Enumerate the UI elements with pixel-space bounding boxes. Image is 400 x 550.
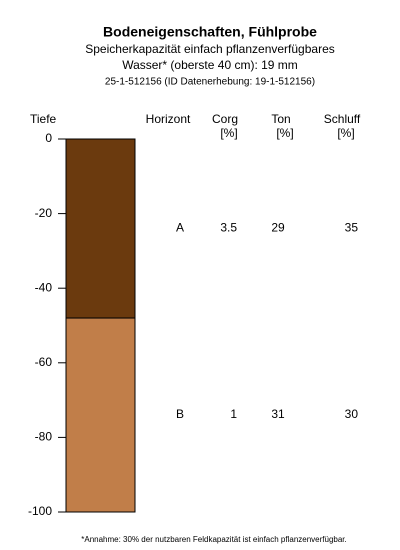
column-header: Ton [271,112,290,126]
chart-title: Bodeneigenschaften, Fühlprobe [103,24,317,40]
chart-subtitle: Wasser* (oberste 40 cm): 19 mm [122,58,298,72]
table-cell: 35 [345,221,359,235]
column-unit: [%] [220,126,237,140]
column-header: Corg [212,112,238,126]
table-cell: 29 [271,221,285,235]
table-cell: 3.5 [220,221,237,235]
table-cell: B [176,407,184,421]
y-tick-label: 0 [45,131,52,145]
table-cell: A [176,221,184,235]
table-cell: 1 [230,407,237,421]
table-cell: 30 [345,407,359,421]
y-tick-label: -40 [35,280,53,294]
footnote: *Annahme: 30% der nutzbaren Feldkapazitä… [81,535,347,544]
column-unit: [%] [276,126,293,140]
y-axis-label: Tiefe [30,112,57,126]
column-unit: [%] [337,126,354,140]
y-tick-label: -100 [28,504,52,518]
y-tick-label: -80 [35,430,53,444]
column-header: Schluff [324,112,361,126]
y-tick-label: -20 [35,206,53,220]
chart-subtitle: 25-1-512156 (ID Datenerhebung: 19-1-5121… [105,77,315,88]
y-tick-label: -60 [35,355,53,369]
table-cell: 31 [271,407,285,421]
column-header: Horizont [146,112,191,126]
soil-layer [65,317,136,513]
chart-subtitle: Speicherkapazität einfach pflanzenverfüg… [85,42,335,56]
soil-layer [65,138,136,319]
